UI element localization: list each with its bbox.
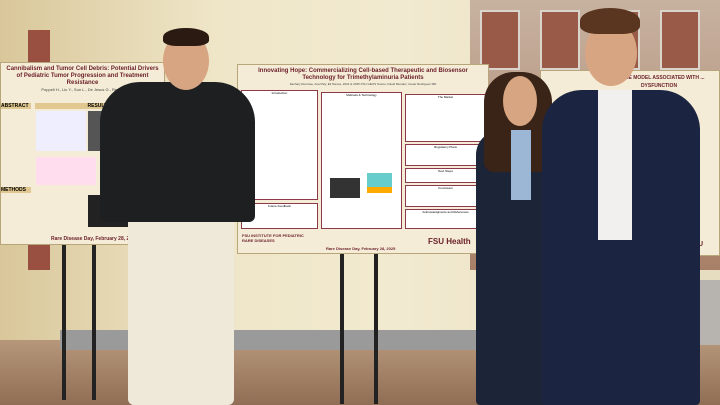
- market-panel: The Market: [405, 94, 486, 142]
- acknowledgments-panel: Acknowledgments and References: [405, 209, 486, 229]
- fsu-institute-logo: FSU INSTITUTE FOR PEDIATRIC RARE DISEASE…: [242, 233, 304, 243]
- left-footer: Rare Disease Day, February 28, 2025: [51, 236, 138, 242]
- person-2-shirt: [511, 130, 531, 200]
- person-1-shirt: [100, 82, 255, 222]
- bar-chart-figure: [36, 157, 96, 185]
- regulatory-panel: Regulatory Plans: [405, 144, 486, 166]
- panel-heading: Future Feedback: [268, 204, 291, 208]
- person-3-hair: [580, 8, 640, 34]
- person-1-hair: [163, 28, 209, 46]
- left-poster-authors: Poppell H., Liu Y., Sun L., De Jesus G.,…: [41, 87, 124, 92]
- chart-figure: [36, 111, 86, 151]
- poster-stand: [62, 245, 66, 400]
- center-poster-title: Innovating Hope: Commercializing Cell-ba…: [258, 68, 468, 81]
- conclusion-panel: Conclusion: [405, 185, 486, 207]
- left-poster-title: Cannibalism and Tumor Cell Debris: Poten…: [6, 66, 159, 86]
- panel-heading: Methods & Technology: [346, 93, 377, 97]
- right-poster-title: MOUSE MODEL ASSOCIATED WITH ... DYSFUNCT…: [613, 75, 705, 89]
- fsu-health-logo: FSU Health: [428, 237, 471, 246]
- sensor-figure: [367, 173, 392, 193]
- left-section: METHODS: [1, 187, 31, 193]
- device-figure: [330, 178, 360, 198]
- left-section: ABSTRACT: [1, 103, 31, 109]
- next-steps-panel: Next Steps: [405, 168, 486, 183]
- wall-base: [60, 330, 480, 350]
- poster-stand: [340, 254, 344, 404]
- person-1-pants: [128, 215, 234, 405]
- person-3-shirt: [598, 90, 632, 240]
- methods-panel: Methods & Technology: [321, 92, 402, 229]
- panel-heading: Regulatory Plans: [434, 145, 457, 149]
- panel-heading: Conclusion: [438, 186, 453, 190]
- poster-stand: [92, 245, 96, 400]
- left-section: RESULTS: [35, 103, 163, 109]
- center-footer: Rare Disease Day, February 28, 2025: [326, 246, 396, 251]
- panel-heading: Introduction: [271, 91, 288, 95]
- panel-heading: Next Steps: [438, 169, 453, 173]
- panel-heading: The Market: [437, 95, 454, 99]
- poster-stand: [374, 254, 378, 404]
- person-2-head: [503, 76, 537, 126]
- center-poster-authors: Zachary Rourtree, Ava Paly, Eli Nieves, …: [289, 82, 437, 86]
- center-poster: Innovating Hope: Commercializing Cell-ba…: [237, 64, 489, 254]
- panel-heading: Acknowledgments and References: [422, 210, 469, 214]
